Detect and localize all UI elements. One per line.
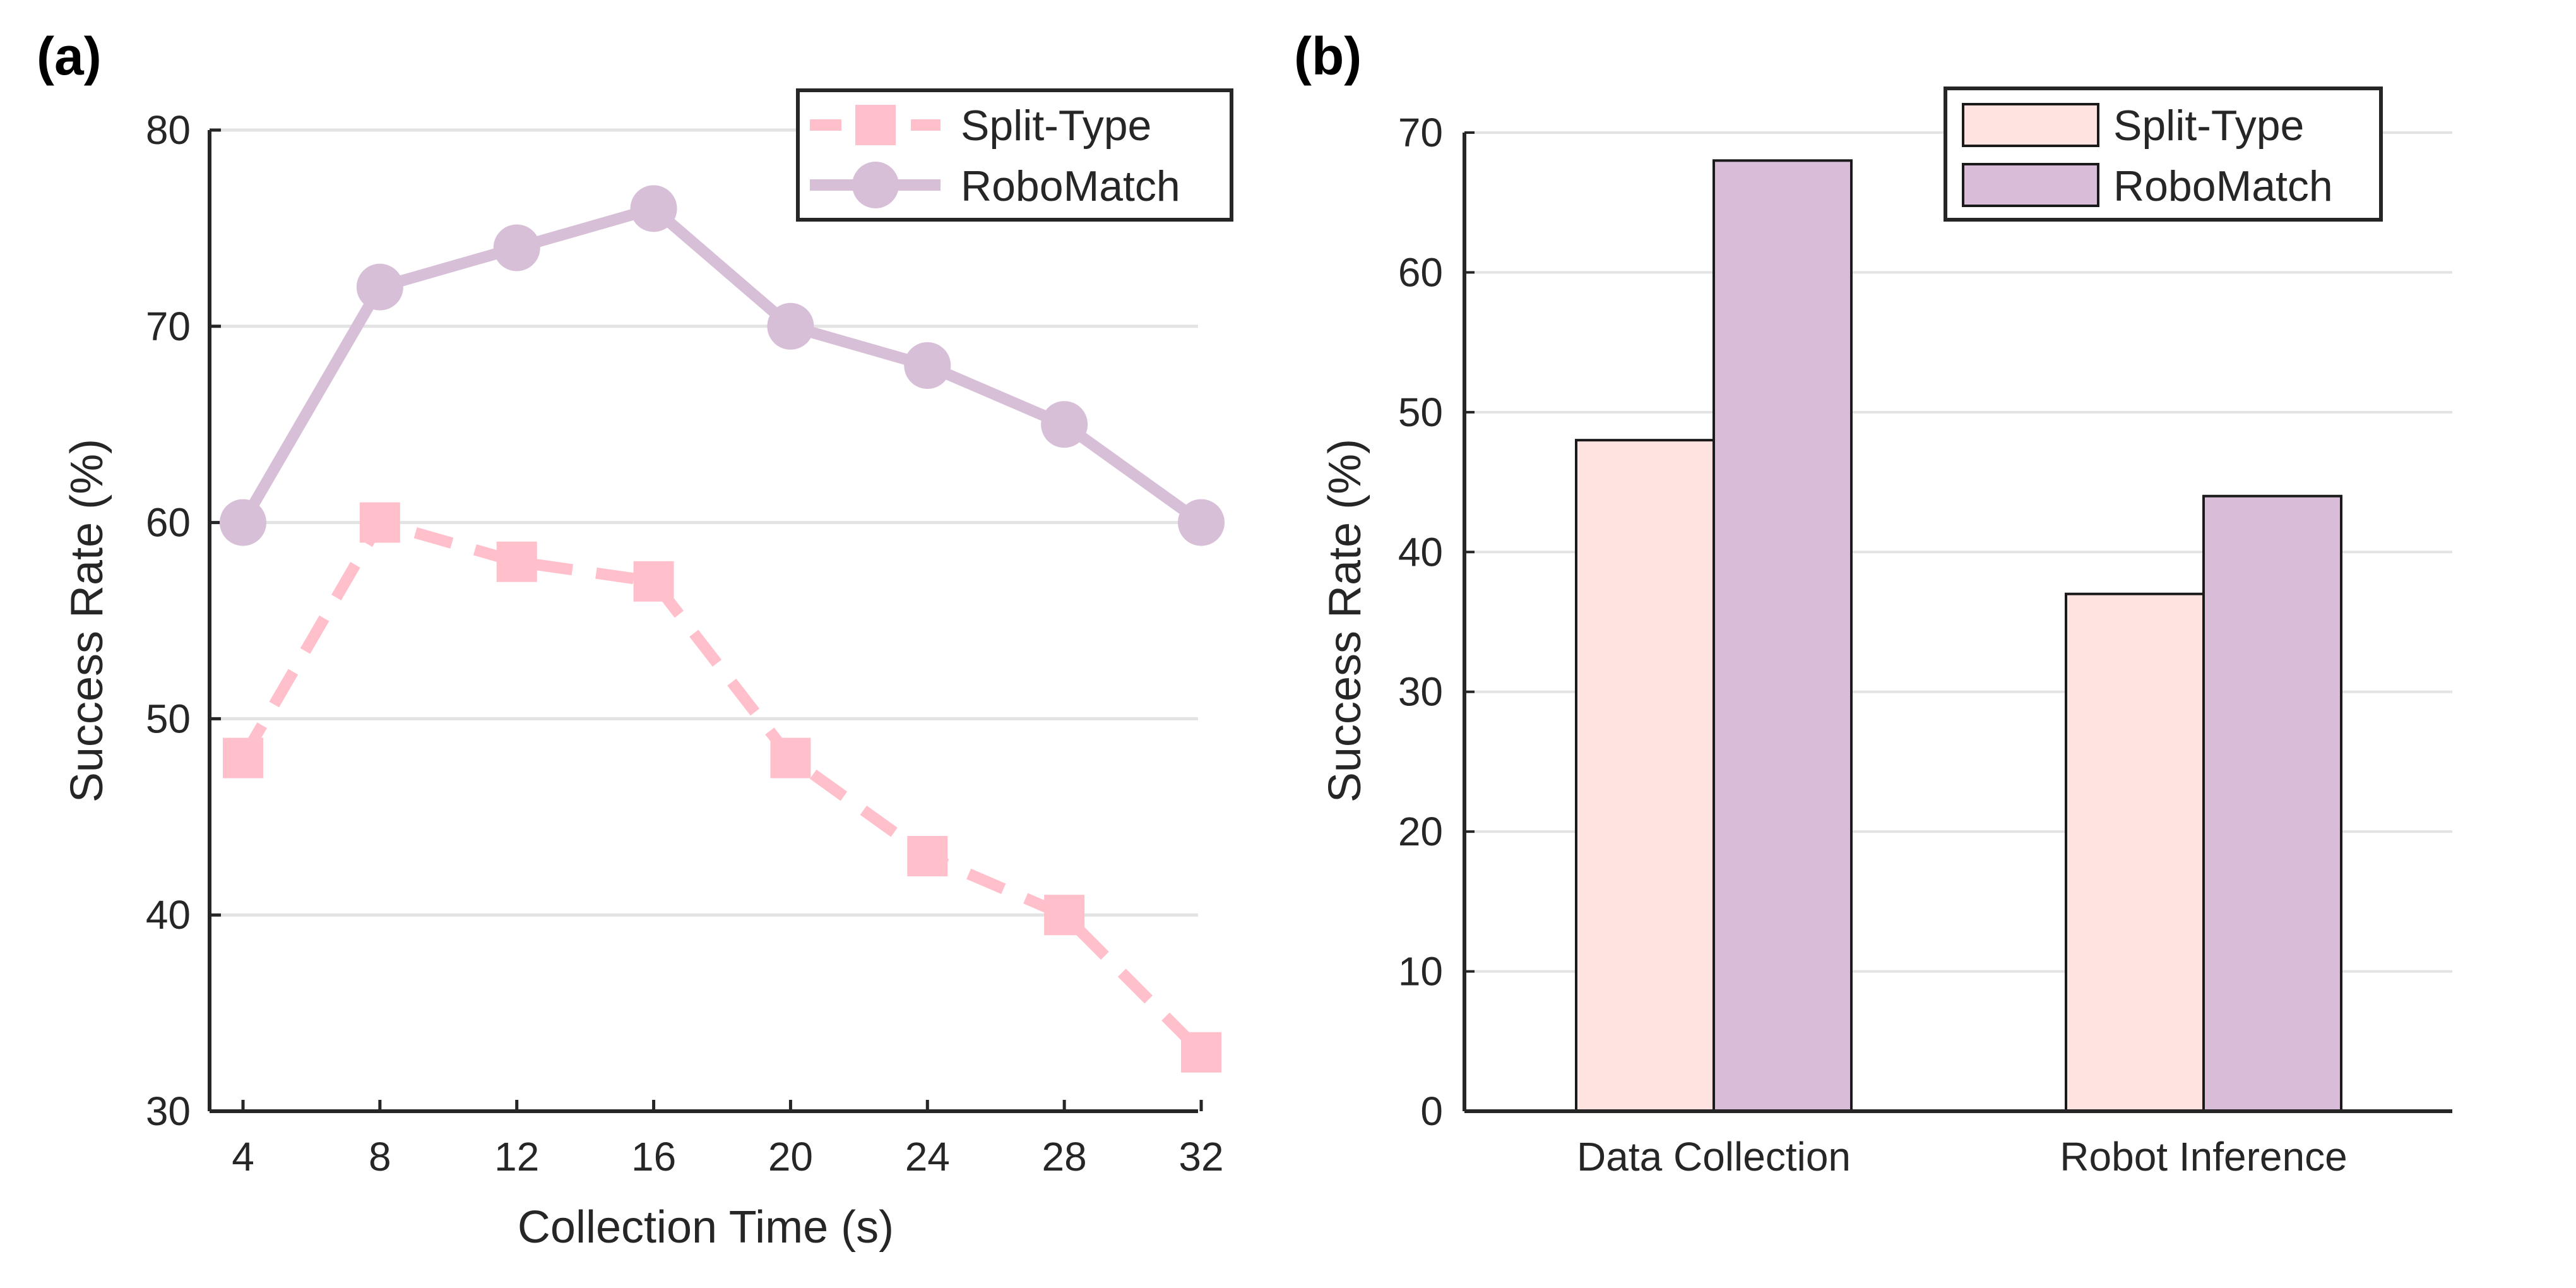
line-chart-panel-a: (a) 30 40 50 60 70 80 4 8 12 16 20 24 28 32 Collection … [37, 27, 1233, 1253]
y-tick-label-a: 60 [146, 500, 191, 546]
data-point-robomatch [630, 185, 677, 232]
data-point-split-type [1181, 1032, 1221, 1073]
x-tick-label-a: 28 [1042, 1134, 1087, 1179]
y-tick-label-b: 50 [1398, 390, 1443, 435]
data-point-robomatch [356, 263, 403, 311]
data-point-split-type [770, 737, 811, 778]
legend-label-split-type: Split-Type [961, 102, 1151, 150]
legend-label-robomatch-b: RoboMatch [2113, 162, 2333, 210]
series-line-robomatch [238, 203, 1205, 527]
data-point-split-type [359, 502, 400, 543]
y-tick-label-b: 60 [1398, 249, 1443, 295]
x-tick-label-a: 12 [494, 1134, 539, 1179]
x-category-label-b: Data Collection [1577, 1134, 1851, 1179]
bar-split-type [2065, 592, 2205, 1112]
y-tick-label-a: 50 [146, 696, 191, 741]
series-line-split-type [238, 516, 1206, 1057]
x-axis-title-a: Collection Time (s) [518, 1202, 894, 1253]
data-point-robomatch [767, 302, 814, 350]
x-tick-label-a: 4 [232, 1134, 254, 1179]
bar-split-type [1575, 439, 1715, 1113]
bar-robomatch [1712, 159, 1853, 1112]
data-point-robomatch [1178, 499, 1225, 546]
y-tick-label-a: 80 [146, 107, 191, 153]
bar-robomatch [2202, 494, 2342, 1112]
legend-label-robomatch: RoboMatch [961, 162, 1180, 210]
legend-a: Split-Type RoboMatch [796, 88, 1233, 222]
legend-marker-split-type [855, 105, 896, 145]
x-category-label-b: Robot Inference [2060, 1134, 2347, 1179]
y-axis-title-b: Success Rate (%) [1320, 439, 1370, 802]
y-tick-label-b: 0 [1420, 1088, 1443, 1134]
panel-label-b: (b) [1294, 27, 1362, 86]
y-tick-label-b: 30 [1398, 669, 1443, 715]
x-tick-label-a: 16 [631, 1134, 676, 1179]
y-tick-label-b: 70 [1398, 110, 1443, 155]
legend-b: Split-Type RoboMatch [1944, 86, 2383, 222]
data-point-split-type [496, 541, 537, 582]
y-tick-label-a: 40 [146, 892, 191, 938]
data-point-split-type [1044, 895, 1085, 936]
y-tick-label-b: 20 [1398, 809, 1443, 854]
legend-label-split-type-b: Split-Type [2113, 102, 2304, 150]
data-point-robomatch [493, 224, 540, 271]
y-tick-label-a: 30 [146, 1088, 191, 1134]
data-point-robomatch [1041, 401, 1088, 448]
bar-chart-panel-b: (b) 0 10 20 30 40 50 60 70 Data Collection Robot I… [1294, 27, 2452, 1179]
y-tick-label-b: 10 [1398, 949, 1443, 994]
x-tick-label-a: 20 [768, 1134, 813, 1179]
data-point-split-type [633, 561, 674, 602]
data-point-split-type [223, 737, 263, 778]
legend-marker-robomatch [852, 162, 899, 208]
data-point-robomatch [220, 499, 266, 546]
x-tick-label-a: 8 [369, 1134, 391, 1179]
legend-swatch-split-type [1962, 103, 2099, 147]
y-tick-label-b: 40 [1398, 529, 1443, 575]
y-axis-title-a: Success Rate (%) [62, 439, 112, 802]
x-tick-label-a: 24 [905, 1134, 950, 1179]
panel-label-a: (a) [37, 27, 102, 86]
data-point-robomatch [904, 342, 951, 389]
data-point-split-type [907, 835, 948, 876]
legend-swatch-robomatch [1962, 163, 2099, 207]
y-tick-label-a: 70 [146, 304, 191, 349]
x-tick-label-a: 32 [1178, 1134, 1223, 1179]
